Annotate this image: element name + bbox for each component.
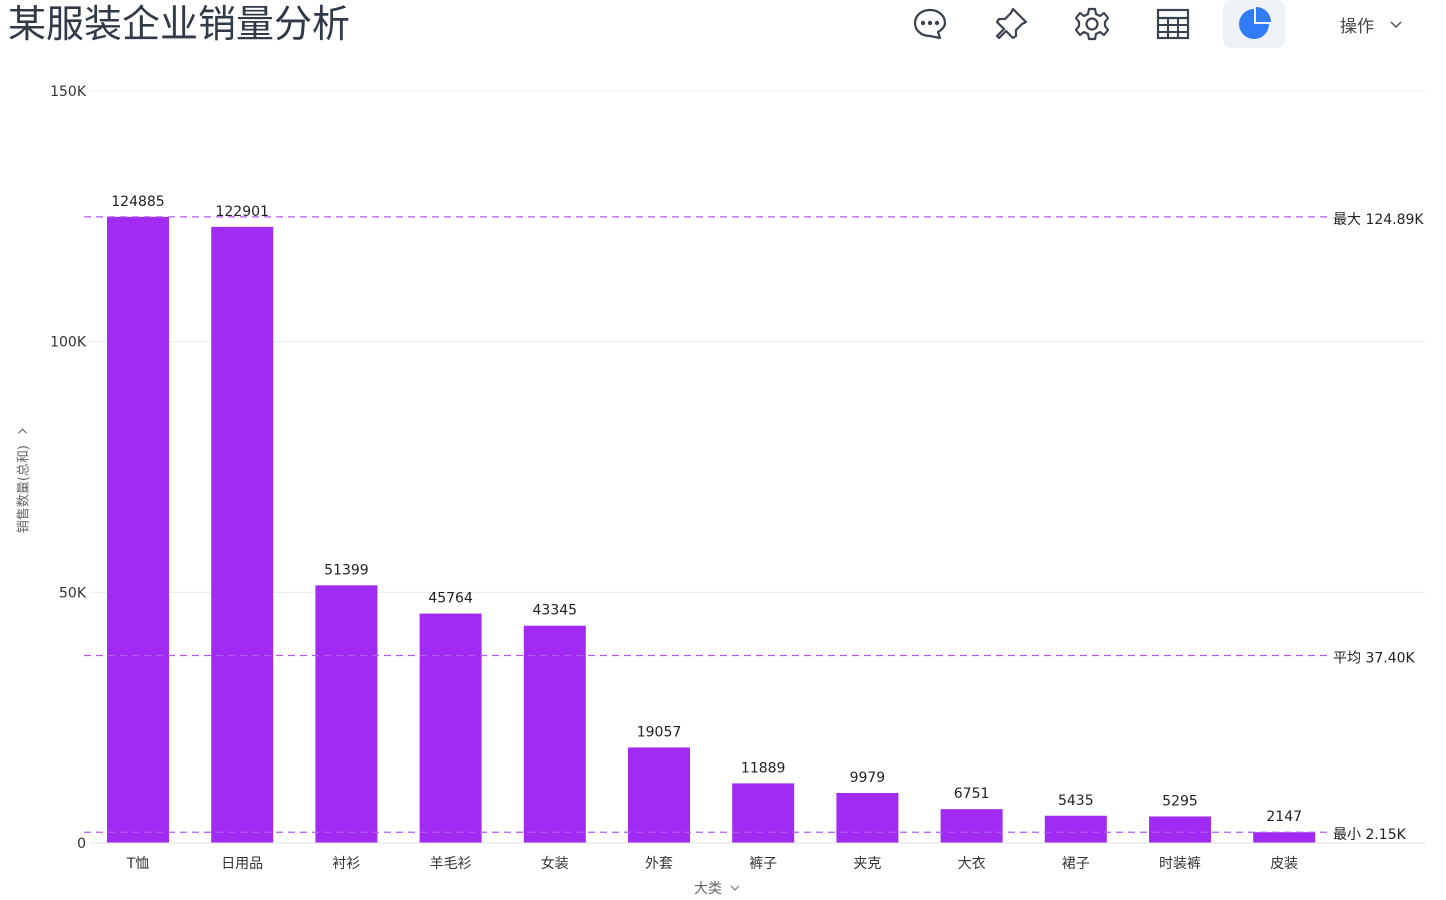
comment-button[interactable]: [899, 0, 961, 48]
x-tick-label: T恤: [126, 856, 150, 872]
bar-value-label: 2147: [1266, 809, 1302, 825]
bar: [628, 747, 690, 843]
y-tick-label: 0: [77, 836, 86, 852]
table-button[interactable]: [1142, 0, 1204, 48]
x-tick-label: 夹克: [853, 856, 881, 872]
y-tick-label: 100K: [50, 335, 87, 351]
bar: [940, 809, 1003, 843]
x-axis-title: 大类: [694, 881, 722, 897]
bar-value-label: 45764: [428, 591, 473, 607]
x-tick-label: 女装: [541, 855, 569, 872]
x-tick-label: 衬衫: [332, 856, 360, 872]
chevron-right-icon: [17, 427, 32, 435]
operations-label: 操作: [1340, 16, 1374, 37]
y-axis-title-button[interactable]: 销售数量(总和): [6, 420, 38, 540]
bar-value-label: 5435: [1058, 793, 1094, 809]
bar: [211, 226, 274, 843]
bar-value-label: 51399: [324, 562, 369, 578]
bar: [419, 613, 482, 843]
x-tick-label: 羊毛衫: [430, 856, 472, 872]
settings-button[interactable]: [1061, 0, 1123, 48]
x-tick-label: 皮装: [1270, 856, 1298, 872]
bar: [107, 216, 169, 844]
x-tick-label: 裤子: [749, 856, 777, 872]
bar: [836, 792, 899, 843]
table-icon: [1155, 6, 1191, 42]
x-axis-title-button[interactable]: 大类: [694, 878, 740, 898]
bar-value-label: 6751: [954, 786, 990, 802]
reference-line-label: 最小 2.15K: [1333, 827, 1407, 843]
bar: [1253, 832, 1316, 843]
bar: [1044, 815, 1107, 843]
pie-chart-icon: [1236, 6, 1272, 42]
y-tick-label: 150K: [50, 84, 87, 100]
x-tick-label: 大衣: [958, 856, 986, 872]
bar: [1149, 816, 1211, 843]
page-title: 某服装企业销量分析: [8, 2, 351, 46]
bar-value-label: 11889: [741, 760, 786, 776]
bar: [315, 585, 378, 843]
chart-toolbar: 操作: [0, 0, 1446, 50]
y-axis-title: 销售数量(总和): [16, 444, 32, 534]
chevron-down-icon: [1390, 14, 1402, 34]
pin-button[interactable]: [980, 0, 1042, 48]
bar-value-label: 19057: [637, 724, 682, 740]
bar-value-label: 5295: [1162, 793, 1198, 809]
chart-type-button[interactable]: [1223, 0, 1285, 48]
bar: [732, 783, 795, 843]
bar-value-label: 43345: [533, 603, 578, 619]
bar: [523, 625, 586, 843]
pin-icon: [993, 6, 1029, 42]
operations-dropdown[interactable]: 操作: [1340, 10, 1402, 38]
comment-icon: [912, 6, 948, 42]
reference-line-label: 最大 124.89K: [1333, 212, 1424, 228]
x-tick-label: 时装裤: [1159, 856, 1201, 872]
y-tick-label: 50K: [59, 585, 87, 601]
bar-value-label: 122901: [215, 204, 268, 220]
gear-icon: [1074, 6, 1110, 42]
x-tick-label: 裙子: [1062, 856, 1090, 872]
x-tick-label: 外套: [645, 856, 673, 872]
reference-line-label: 平均 37.40K: [1333, 650, 1416, 666]
bar-value-label: 124885: [111, 194, 164, 210]
bar-value-label: 9979: [850, 770, 886, 786]
chevron-down-icon: [730, 880, 740, 896]
x-tick-label: 日用品: [221, 856, 263, 872]
